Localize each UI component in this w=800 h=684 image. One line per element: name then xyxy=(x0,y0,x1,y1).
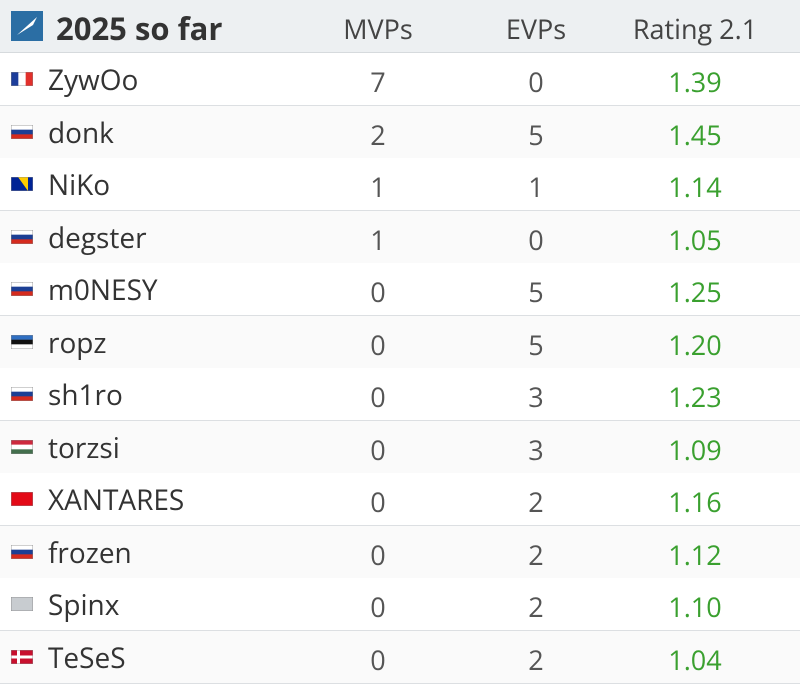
player-name: NiKo xyxy=(48,166,111,204)
rating: 1.23 xyxy=(668,378,722,415)
evps: 3 xyxy=(528,430,544,468)
mvps: 0 xyxy=(370,378,386,415)
column-header: MVPs xyxy=(343,10,413,47)
player-name: donk xyxy=(48,113,114,152)
table-row: torzsi 0 3 1.09 xyxy=(0,420,800,474)
column-header: Rating 2.1 xyxy=(632,10,758,47)
rating: 1.16 xyxy=(668,483,722,520)
table-row: degster 1 0 1.05 xyxy=(0,210,800,264)
evps: 0 xyxy=(528,220,544,258)
flag xyxy=(11,282,33,296)
evps: 0 xyxy=(528,63,544,100)
mvps: 0 xyxy=(370,430,386,468)
player-name: Spinx xyxy=(48,586,120,624)
evps: 2 xyxy=(528,535,544,573)
flag xyxy=(11,124,33,139)
flag xyxy=(11,72,33,86)
header: 2025 so far MVPs EVPs Rating 2.1 xyxy=(0,0,800,53)
mvps: 0 xyxy=(370,588,386,625)
table-row: NiKo 1 1 1.14 xyxy=(0,158,800,211)
flag xyxy=(11,649,33,664)
player-name: degster xyxy=(48,218,147,257)
table-row: sh1ro 0 3 1.23 xyxy=(0,368,800,421)
mvps: 0 xyxy=(370,640,386,678)
mvps: 7 xyxy=(370,63,386,100)
player-name: sh1ro xyxy=(48,376,123,414)
mvps: 0 xyxy=(370,325,386,363)
flag xyxy=(11,597,33,611)
table-row: Spinx 0 2 1.10 xyxy=(0,578,800,631)
player-name: m0NESY xyxy=(48,271,158,309)
evps: 2 xyxy=(528,640,544,678)
flag xyxy=(11,387,33,401)
rating: 1.39 xyxy=(668,63,722,100)
flag xyxy=(11,492,33,506)
player-name: TeSeS xyxy=(48,638,126,677)
table-row: donk 2 5 1.45 xyxy=(0,105,800,159)
mvps: 2 xyxy=(370,115,386,153)
table-row: TeSeS 0 2 1.04 xyxy=(0,630,800,684)
flag xyxy=(11,177,33,191)
title: 2025 so far xyxy=(56,8,223,50)
flag xyxy=(11,229,33,244)
rating: 1.14 xyxy=(668,168,722,205)
rating: 1.25 xyxy=(668,273,722,310)
rating: 1.05 xyxy=(668,220,722,258)
rating: 1.45 xyxy=(668,115,722,153)
evps: 5 xyxy=(528,115,544,153)
evps: 1 xyxy=(528,168,544,205)
rating: 1.04 xyxy=(668,640,722,678)
table-row: frozen 0 2 1.12 xyxy=(0,525,800,579)
flag xyxy=(11,544,33,559)
rating: 1.12 xyxy=(668,535,722,573)
flag xyxy=(11,439,33,454)
player-name: ZywOo xyxy=(48,61,139,99)
rating: 1.20 xyxy=(668,325,722,363)
rating: 1.09 xyxy=(668,430,722,468)
mvps: 1 xyxy=(370,220,386,258)
rating: 1.10 xyxy=(668,588,722,625)
mvps: 0 xyxy=(370,535,386,573)
player-name: XANTARES xyxy=(48,481,185,519)
flag xyxy=(11,334,33,349)
column-header: EVPs xyxy=(505,10,567,47)
evps: 2 xyxy=(528,483,544,520)
table-row: XANTARES 0 2 1.16 xyxy=(0,473,800,526)
logo xyxy=(11,11,43,41)
evps: 5 xyxy=(528,273,544,310)
table-row: ropz 0 5 1.20 xyxy=(0,315,800,369)
evps: 3 xyxy=(528,378,544,415)
evps: 2 xyxy=(528,588,544,625)
player-name: torzsi xyxy=(48,428,120,467)
mvps: 0 xyxy=(370,483,386,520)
table-row: m0NESY 0 5 1.25 xyxy=(0,263,800,316)
player-name: ropz xyxy=(48,323,107,362)
mvps: 0 xyxy=(370,273,386,310)
evps: 5 xyxy=(528,325,544,363)
player-name: frozen xyxy=(48,533,132,572)
table-row: ZywOo 7 0 1.39 xyxy=(0,53,800,106)
mvps: 1 xyxy=(370,168,386,205)
